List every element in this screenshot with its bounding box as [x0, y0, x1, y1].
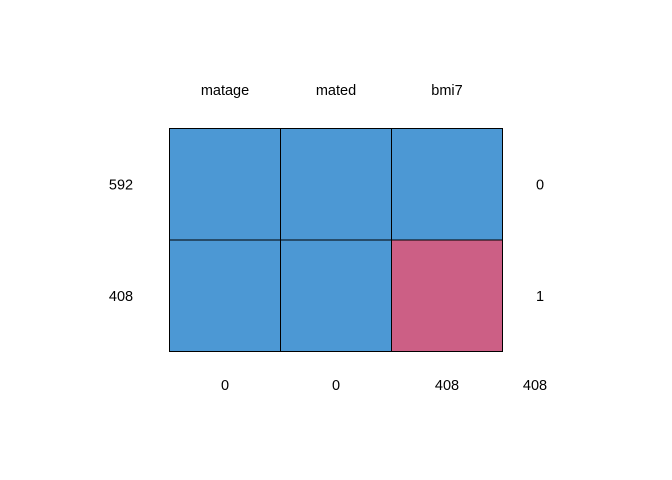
row-missing-vars-label: 1 [536, 289, 544, 305]
column-missing-total-label: 408 [435, 378, 459, 394]
pattern-cell [169, 239, 281, 352]
column-missing-total-label: 0 [332, 378, 340, 394]
pattern-cell [280, 239, 392, 352]
column-label: matage [201, 83, 249, 99]
pattern-cell [280, 128, 392, 241]
total-missing-label: 408 [523, 378, 547, 394]
row-count-label: 408 [109, 289, 133, 305]
row-missing-vars-label: 0 [536, 177, 544, 193]
column-label: mated [316, 83, 356, 99]
pattern-cell [169, 128, 281, 241]
pattern-cell [391, 239, 503, 352]
column-label: bmi7 [431, 83, 462, 99]
column-missing-total-label: 0 [221, 378, 229, 394]
pattern-cell [391, 128, 503, 241]
row-count-label: 592 [109, 177, 133, 193]
